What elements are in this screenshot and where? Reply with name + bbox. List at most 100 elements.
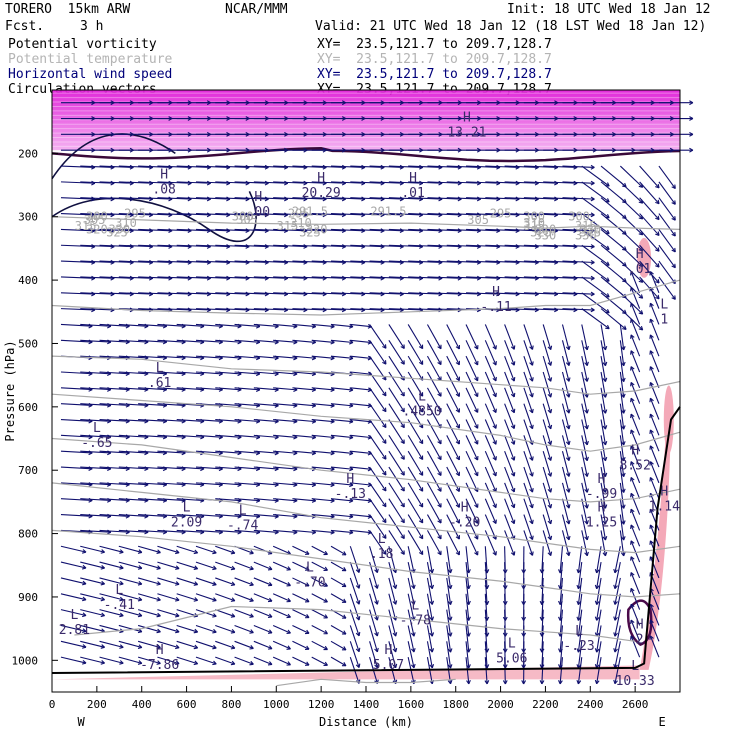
wind-vector [350, 387, 372, 391]
wind-vector [465, 435, 479, 461]
wind-vector [600, 435, 607, 461]
wind-vector-head [82, 644, 87, 649]
wind-vector [118, 244, 153, 248]
wind-vector-head [418, 471, 424, 476]
wind-vector-head [529, 393, 534, 398]
wind-vector-head [620, 551, 626, 557]
wind-vector [350, 482, 372, 486]
wind-vector-head [547, 440, 553, 446]
extremum-value: -.20 [449, 515, 480, 530]
wind-vector [234, 609, 254, 618]
wind-vector-head [382, 391, 387, 397]
wind-vector [330, 165, 366, 168]
wind-vector-head [630, 286, 635, 292]
wind-vector [195, 197, 230, 200]
wind-vector-head [671, 263, 676, 269]
wind-vector [484, 387, 497, 413]
wind-vector [369, 324, 387, 349]
wind-vector [99, 450, 130, 454]
wind-vector-head [374, 584, 379, 589]
wind-vector [215, 577, 236, 586]
wind-vector [485, 276, 520, 279]
wind-vector [253, 529, 279, 533]
wind-vector [504, 403, 515, 429]
wind-vector-head [602, 472, 608, 477]
extremum-kind: L [575, 624, 583, 639]
wind-vector [562, 308, 595, 311]
wind-vector [369, 641, 378, 668]
wind-vector [99, 609, 124, 617]
wind-vector [504, 213, 539, 216]
wind-vector [408, 213, 443, 216]
wind-vector [426, 609, 433, 637]
wind-vector-head [689, 147, 694, 153]
wind-vector [446, 577, 452, 605]
wind-vector-head [175, 565, 180, 570]
wind-vector [649, 398, 660, 420]
wind-vector-head [349, 482, 354, 488]
wind-vector [234, 640, 254, 649]
wind-vector [292, 339, 316, 343]
wind-vector [195, 323, 223, 327]
wind-vector-head [447, 584, 453, 590]
wind-vector [99, 339, 130, 343]
wind-vector-head [474, 440, 479, 445]
wind-vector [581, 403, 588, 430]
wind-vector-head [649, 445, 654, 450]
wind-vector [138, 197, 173, 200]
wind-vector [484, 562, 488, 589]
wind-vector [484, 641, 488, 669]
wind-vector [523, 228, 558, 232]
field-name-pv: Potential vorticity [8, 37, 157, 52]
wind-vector [446, 260, 481, 264]
wind-vector-head [613, 568, 618, 574]
wind-vector [292, 577, 310, 587]
wind-vector-head [671, 232, 676, 237]
wind-vector-head [286, 645, 291, 650]
wind-vector-head [249, 660, 254, 666]
wind-vector [649, 318, 660, 341]
wind-vector [234, 371, 260, 375]
wind-vector [215, 529, 242, 533]
wind-vector [273, 244, 308, 248]
wind-vector [311, 482, 335, 486]
wind-vector-head [349, 355, 354, 361]
wind-vector [195, 339, 223, 343]
wind-vector [596, 562, 602, 589]
wind-vector [484, 340, 497, 366]
wind-vector [619, 466, 625, 493]
extremum-kind: L [156, 361, 164, 376]
wind-vector [253, 355, 279, 359]
extremum-kind: L [418, 390, 426, 405]
wind-vector [195, 213, 230, 216]
wind-vector-head [304, 645, 310, 650]
wind-vector-head [447, 664, 453, 669]
theta-label: 315 [277, 219, 299, 233]
pv-contour-line [51, 133, 176, 180]
extremum-kind: L [306, 561, 314, 576]
wind-vector [523, 324, 534, 350]
wind-vector-head [584, 472, 589, 477]
wind-vector [541, 625, 544, 653]
wind-vector [504, 355, 515, 382]
y-tick-label: 500 [18, 337, 38, 350]
wind-vector [523, 213, 558, 216]
wind-vector [446, 371, 460, 397]
wind-vector-head [304, 566, 310, 571]
wind-vector [273, 197, 308, 200]
wind-vector [369, 530, 387, 555]
wind-vector [176, 498, 205, 502]
wind-vector [311, 577, 328, 587]
wind-vector-head [655, 199, 660, 205]
wind-vector [561, 498, 570, 525]
wind-vector [388, 228, 423, 232]
wind-vector-head [374, 600, 379, 605]
extremum-value: -.99 [586, 487, 617, 502]
wind-vector [484, 593, 488, 621]
wind-vector [630, 445, 641, 468]
wind-vector [649, 445, 660, 468]
wind-vector [234, 514, 260, 518]
wind-vector-head [689, 116, 694, 121]
wind-vector [446, 514, 460, 540]
wind-vector-head [175, 549, 180, 555]
